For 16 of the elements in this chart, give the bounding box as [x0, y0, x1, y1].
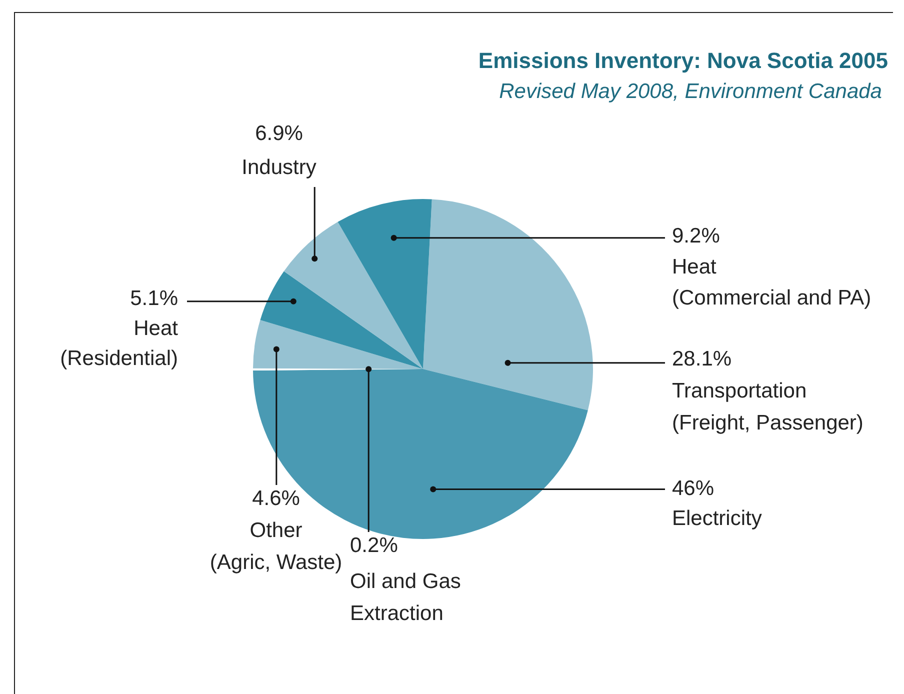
chart-title: Emissions Inventory: Nova Scotia 2005 — [478, 48, 888, 74]
data-label: 0.2% — [350, 534, 398, 557]
slice-label: Heat (Commercial and PA) — [672, 256, 872, 310]
chart-subtitle: Revised May 2008, Environment Canada — [499, 80, 882, 104]
slice-label: Transportation (Freight, Passenger) — [672, 380, 864, 435]
data-label: 5.1% — [130, 287, 178, 310]
data-label: 9.2% — [672, 224, 720, 248]
data-label: 6.9% — [255, 122, 303, 145]
slice-label: Other (Agric, Waste) — [210, 518, 342, 574]
slice-label: Oil and Gas Extraction — [350, 570, 461, 625]
data-label: 4.6% — [252, 486, 300, 510]
slice-label: Industry — [242, 156, 317, 179]
data-label: 28.1% — [672, 348, 732, 371]
data-label: 46% — [672, 477, 714, 500]
slice-label: Electricity — [672, 507, 762, 530]
slice-label: Heat (Residential) — [60, 317, 178, 370]
